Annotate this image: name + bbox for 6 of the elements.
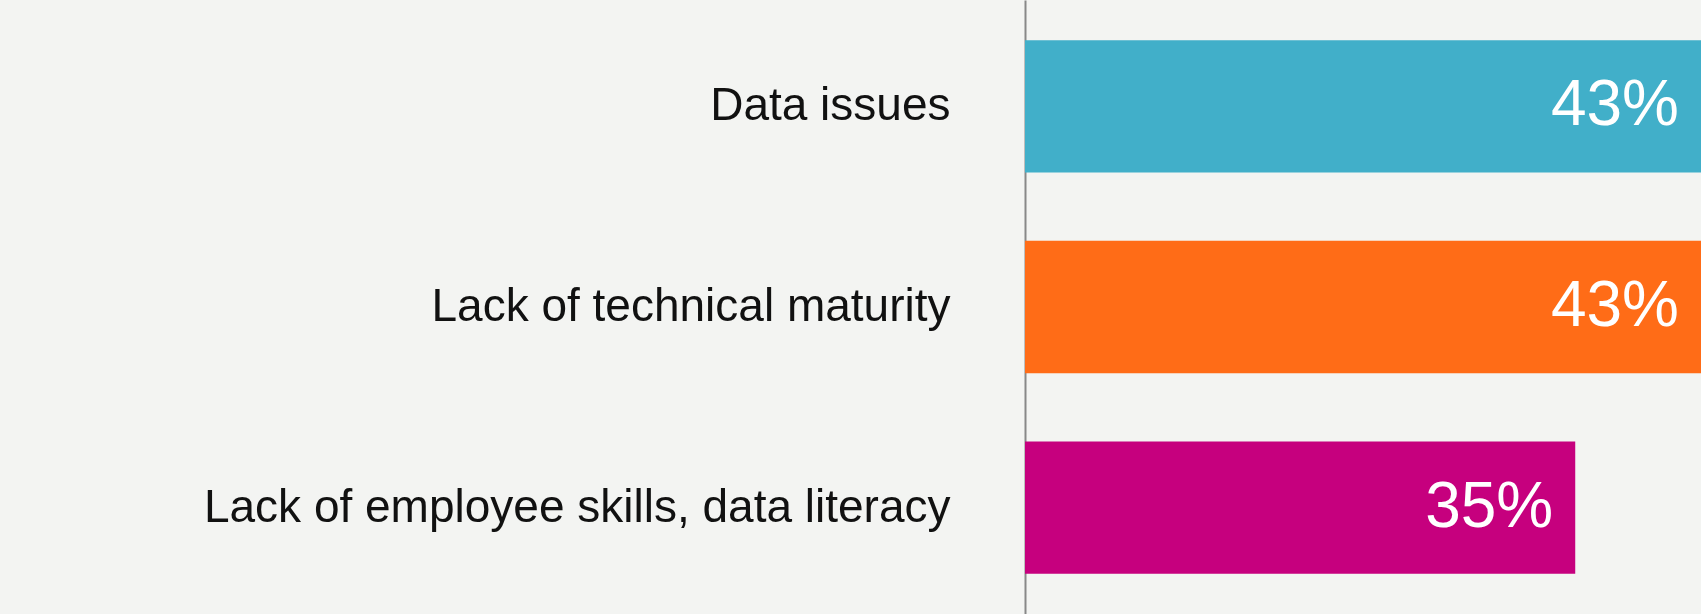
data-label: 35% bbox=[1425, 468, 1554, 541]
data-label: 43% bbox=[1550, 268, 1679, 340]
y-tick-label: Lack of technical maturity bbox=[431, 279, 951, 331]
y-tick-label: Data issues bbox=[710, 78, 951, 131]
y-tick-label: Lack of employee skills, data literacy bbox=[203, 479, 951, 532]
data-label: 43% bbox=[1550, 67, 1679, 140]
